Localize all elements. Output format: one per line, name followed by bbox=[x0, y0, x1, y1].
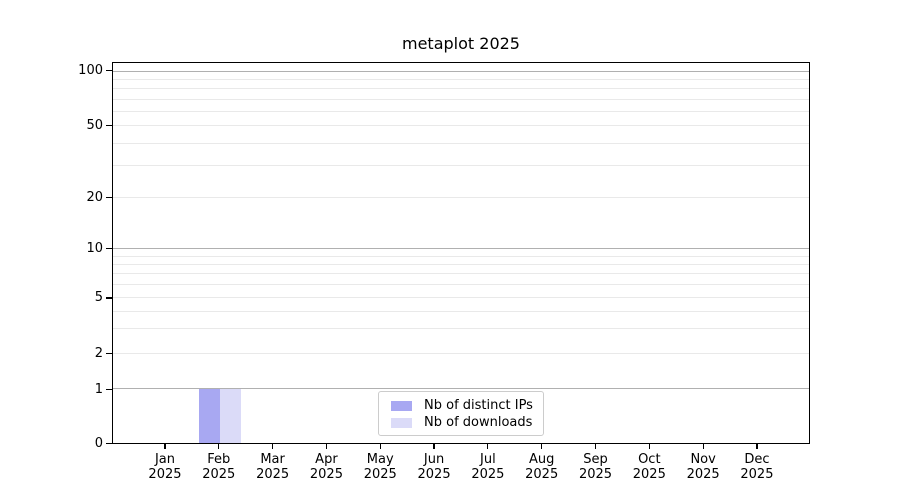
x-tick-year: 2025 bbox=[525, 467, 559, 482]
x-tick-mark-mar bbox=[272, 444, 274, 449]
x-tick-year: 2025 bbox=[740, 467, 774, 482]
chart-title: metaplot 2025 bbox=[402, 34, 520, 53]
y-tick-label-100: 100 bbox=[78, 62, 103, 78]
x-tick-month: May bbox=[366, 452, 394, 467]
y-tick-label-2: 2 bbox=[94, 346, 103, 362]
minor-gridline bbox=[113, 88, 809, 90]
x-tick-mark-dec bbox=[756, 444, 758, 449]
x-tick-mark-apr bbox=[325, 444, 327, 449]
x-tick-month: Jul bbox=[480, 452, 496, 467]
legend-swatch-downloads bbox=[391, 417, 412, 428]
gridline-y-50 bbox=[113, 125, 809, 127]
y-tick-label-20: 20 bbox=[86, 189, 103, 205]
gridline-y-1 bbox=[113, 388, 809, 390]
x-tick-month: Feb bbox=[207, 452, 231, 467]
legend-item-distinct-ips: Nb of distinct IPs bbox=[391, 397, 543, 414]
minor-gridline bbox=[113, 328, 809, 329]
minor-gridline bbox=[113, 263, 809, 265]
x-tick-mark-nov bbox=[702, 444, 704, 449]
x-tick-label-sep: Sep 2025 bbox=[564, 452, 628, 482]
bar-downloads-feb bbox=[219, 389, 241, 443]
x-tick-mark-may bbox=[379, 444, 381, 449]
x-tick-label-may: May 2025 bbox=[348, 452, 412, 482]
y-tick-label-0: 0 bbox=[94, 436, 103, 451]
x-tick-year: 2025 bbox=[256, 467, 290, 482]
minor-gridline bbox=[113, 284, 809, 286]
x-tick-label-aug: Aug 2025 bbox=[510, 452, 574, 482]
x-tick-month: Oct bbox=[638, 452, 661, 467]
gridline-y-10 bbox=[113, 248, 809, 250]
x-tick-mark-feb bbox=[218, 444, 220, 449]
x-tick-month: Jan bbox=[154, 452, 175, 467]
x-tick-month: Mar bbox=[260, 452, 285, 467]
y-tick-label-1: 1 bbox=[94, 382, 103, 398]
gridline-y-2 bbox=[113, 352, 809, 354]
y-tick-mark-20 bbox=[106, 196, 112, 198]
bar-distinct-ips-feb bbox=[198, 389, 220, 443]
x-tick-year: 2025 bbox=[632, 467, 666, 482]
x-tick-year: 2025 bbox=[686, 467, 720, 482]
minor-gridline bbox=[113, 165, 809, 167]
y-tick-mark-2 bbox=[106, 353, 112, 355]
minor-gridline bbox=[113, 79, 809, 81]
x-tick-year: 2025 bbox=[417, 467, 451, 482]
x-tick-year: 2025 bbox=[309, 467, 343, 482]
x-tick-label-dec: Dec 2025 bbox=[725, 452, 789, 482]
legend-label-downloads: Nb of downloads bbox=[424, 415, 533, 430]
gridline-y-5 bbox=[113, 297, 809, 299]
x-tick-month: Jun bbox=[423, 452, 445, 467]
legend-swatch-distinct-ips bbox=[391, 400, 412, 411]
x-tick-year: 2025 bbox=[202, 467, 236, 482]
x-tick-month: Dec bbox=[744, 452, 770, 467]
x-tick-label-jan: Jan 2025 bbox=[133, 452, 197, 482]
x-tick-month: Aug bbox=[528, 452, 555, 467]
x-tick-label-apr: Apr 2025 bbox=[294, 452, 358, 482]
minor-gridline bbox=[113, 142, 809, 144]
x-tick-year: 2025 bbox=[363, 467, 397, 482]
x-tick-year: 2025 bbox=[471, 467, 505, 482]
x-tick-label-jun: Jun 2025 bbox=[402, 452, 466, 482]
x-tick-label-mar: Mar 2025 bbox=[241, 452, 305, 482]
minor-gridline bbox=[113, 255, 809, 257]
x-tick-mark-oct bbox=[648, 444, 650, 449]
x-tick-mark-aug bbox=[541, 444, 543, 449]
legend-label-distinct-ips: Nb of distinct IPs bbox=[424, 398, 533, 413]
y-tick-mark-5 bbox=[106, 297, 112, 299]
gridline-y-20 bbox=[113, 196, 809, 198]
x-tick-year: 2025 bbox=[148, 467, 182, 482]
y-tick-mark-10 bbox=[106, 248, 112, 250]
x-tick-mark-jun bbox=[433, 444, 435, 449]
plot-area bbox=[112, 62, 810, 444]
x-tick-label-feb: Feb 2025 bbox=[187, 452, 251, 482]
y-tick-label-50: 50 bbox=[86, 117, 103, 133]
x-tick-mark-jul bbox=[487, 444, 489, 449]
x-tick-label-oct: Oct 2025 bbox=[617, 452, 681, 482]
y-tick-mark-100 bbox=[106, 69, 112, 71]
legend: Nb of distinct IPs Nb of downloads bbox=[378, 391, 544, 436]
minor-gridline bbox=[113, 111, 809, 113]
x-tick-label-jul: Jul 2025 bbox=[456, 452, 520, 482]
x-tick-label-nov: Nov 2025 bbox=[671, 452, 735, 482]
y-tick-label-10: 10 bbox=[86, 241, 103, 257]
x-tick-year: 2025 bbox=[578, 467, 613, 482]
minor-gridline bbox=[113, 98, 809, 100]
y-tick-mark-0 bbox=[106, 443, 112, 445]
y-tick-mark-50 bbox=[106, 124, 112, 126]
x-tick-mark-jan bbox=[164, 444, 166, 449]
minor-gridline bbox=[113, 310, 809, 312]
minor-gridline bbox=[113, 273, 809, 275]
y-tick-mark-1 bbox=[106, 389, 112, 391]
legend-item-downloads: Nb of downloads bbox=[391, 414, 543, 431]
gridline-y-100 bbox=[113, 70, 809, 72]
x-tick-month: Sep bbox=[583, 452, 608, 467]
x-tick-mark-sep bbox=[594, 444, 597, 449]
x-tick-month: Nov bbox=[690, 452, 716, 467]
x-tick-month: Apr bbox=[315, 452, 338, 467]
y-tick-label-5: 5 bbox=[94, 290, 103, 306]
